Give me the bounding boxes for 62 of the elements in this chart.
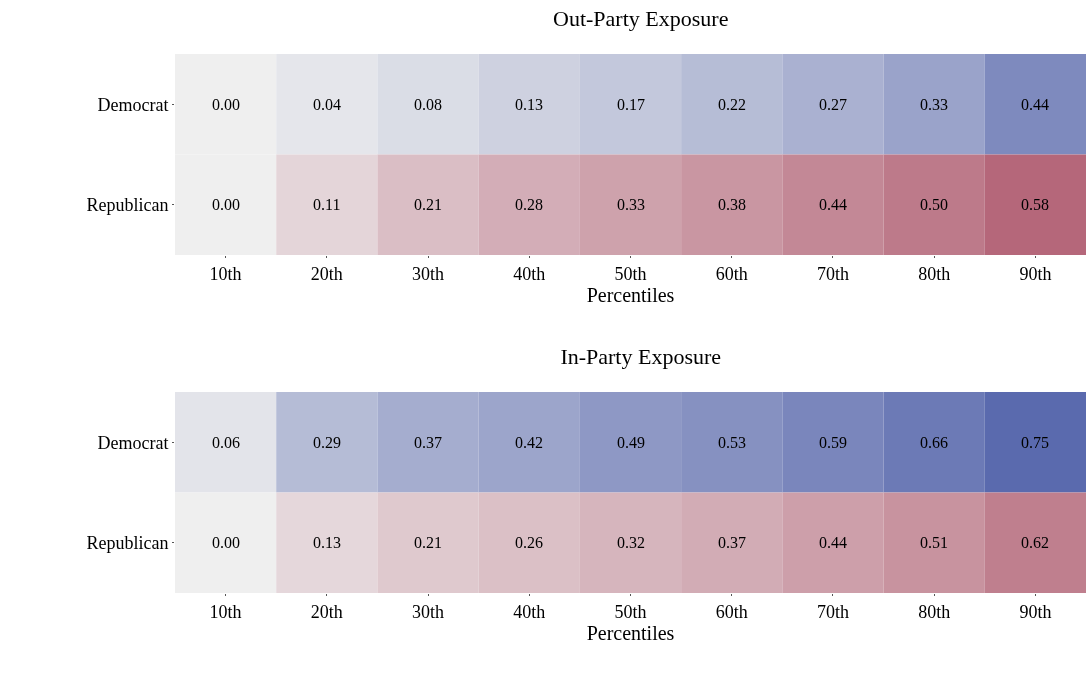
data-label: 0.26 bbox=[515, 534, 543, 551]
x-tick-label: 50th bbox=[614, 263, 647, 284]
x-tick-label: 70th bbox=[816, 601, 849, 622]
data-label: 0.44 bbox=[1021, 96, 1049, 113]
y-tick-label: Democrat bbox=[97, 94, 169, 115]
data-label: 0.49 bbox=[617, 434, 645, 451]
x-tick-label: 20th bbox=[310, 601, 343, 622]
x-tick-label: 70th bbox=[816, 263, 849, 284]
data-label: 0.13 bbox=[515, 96, 543, 113]
data-label: 0.38 bbox=[718, 196, 746, 213]
data-label: 0.04 bbox=[313, 96, 341, 113]
data-label: 0.75 bbox=[1021, 434, 1049, 451]
data-label: 0.17 bbox=[617, 96, 645, 113]
x-tick-label: 80th bbox=[918, 601, 951, 622]
data-label: 0.21 bbox=[414, 196, 442, 213]
x-tick-label: 60th bbox=[715, 601, 748, 622]
data-label: 0.33 bbox=[617, 196, 645, 213]
x-tick-label: 10th bbox=[209, 263, 242, 284]
data-label: 0.42 bbox=[515, 434, 543, 451]
data-label: 0.21 bbox=[414, 534, 442, 551]
data-label: 0.62 bbox=[1021, 534, 1049, 551]
x-tick-label: 30th bbox=[412, 263, 445, 284]
x-tick-label: 50th bbox=[614, 601, 647, 622]
chart-title: In-Party Exposure bbox=[560, 343, 722, 369]
data-label: 0.06 bbox=[212, 434, 240, 451]
data-label: 0.44 bbox=[819, 196, 847, 213]
data-label: 0.44 bbox=[819, 534, 847, 551]
data-label: 0.22 bbox=[718, 96, 746, 113]
data-label: 0.28 bbox=[515, 196, 543, 213]
y-tick-label: Democrat bbox=[97, 432, 169, 453]
data-label: 0.51 bbox=[920, 534, 948, 551]
data-label: 0.66 bbox=[920, 434, 948, 451]
data-label: 0.37 bbox=[718, 534, 746, 551]
data-label: 0.13 bbox=[313, 534, 341, 551]
data-label: 0.27 bbox=[819, 96, 847, 113]
data-label: 0.33 bbox=[920, 96, 948, 113]
data-label: 0.29 bbox=[313, 434, 341, 451]
x-tick-label: 80th bbox=[918, 263, 951, 284]
x-tick-label: 10th bbox=[209, 601, 242, 622]
data-label: 0.53 bbox=[718, 434, 746, 451]
x-tick-label: 40th bbox=[513, 601, 546, 622]
data-label: 0.50 bbox=[920, 196, 948, 213]
x-tick-label: 60th bbox=[715, 263, 748, 284]
y-tick-label: Republican bbox=[86, 195, 169, 216]
data-label: 0.00 bbox=[212, 96, 240, 113]
x-tick-label: 20th bbox=[310, 263, 343, 284]
data-label: 0.08 bbox=[414, 96, 442, 113]
x-axis-title: Percentiles bbox=[586, 283, 675, 306]
data-label: 0.37 bbox=[414, 434, 442, 451]
data-label: 0.58 bbox=[1021, 196, 1049, 213]
y-tick-label: Republican bbox=[86, 533, 169, 554]
chart-title: Out-Party Exposure bbox=[553, 5, 729, 31]
x-tick-label: 90th bbox=[1019, 601, 1052, 622]
data-label: 0.59 bbox=[819, 434, 847, 451]
data-label: 0.00 bbox=[212, 196, 240, 213]
data-label: 0.00 bbox=[212, 534, 240, 551]
data-label: 0.11 bbox=[313, 196, 341, 213]
x-axis-title: Percentiles bbox=[586, 621, 675, 644]
x-tick-label: 30th bbox=[412, 601, 445, 622]
x-tick-label: 40th bbox=[513, 263, 546, 284]
x-tick-label: 90th bbox=[1019, 263, 1052, 284]
data-label: 0.32 bbox=[617, 534, 645, 551]
